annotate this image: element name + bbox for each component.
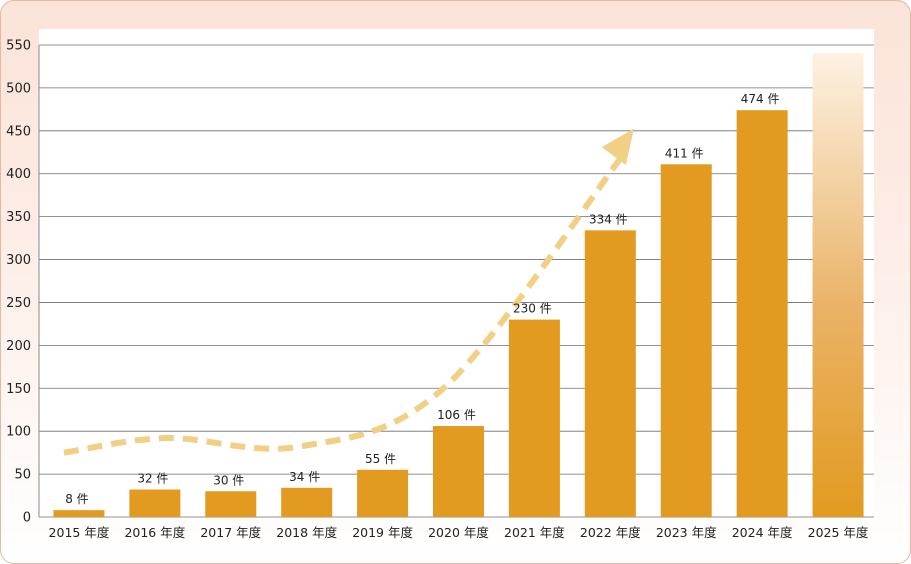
projection-bar xyxy=(812,53,864,517)
y-tick-label: 350 xyxy=(6,210,31,225)
data-label: 32 件 xyxy=(137,472,168,486)
bar xyxy=(508,319,560,517)
x-tick-label: 2025 年度 xyxy=(808,525,869,540)
x-axis: 2015 年度 2016 年度 2017 年度 2018 年度 2019 年度 2020 … xyxy=(49,525,869,540)
bar xyxy=(53,510,105,517)
x-tick-label: 2024 年度 xyxy=(732,525,793,540)
y-tick-label: 100 xyxy=(6,425,31,440)
x-tick-label: 2017 年度 xyxy=(200,525,261,540)
bar xyxy=(433,426,484,517)
y-tick-label: 400 xyxy=(6,167,31,182)
x-tick-label: 2018 年度 xyxy=(276,525,337,540)
data-label: 8 件 xyxy=(65,492,88,506)
y-tick-label: 50 xyxy=(14,468,31,483)
data-label: 474 件 xyxy=(741,92,780,106)
data-label: 30 件 xyxy=(213,473,244,487)
x-tick-label: 2015 年度 xyxy=(49,525,110,540)
bar xyxy=(660,164,712,517)
bar xyxy=(205,491,257,517)
bar xyxy=(584,230,636,517)
data-label: 230 件 xyxy=(513,302,552,316)
y-tick-label: 250 xyxy=(6,296,31,311)
y-tick-label: 0 xyxy=(23,511,31,526)
x-tick-label: 2021 年度 xyxy=(504,525,565,540)
y-tick-label: 450 xyxy=(6,124,31,139)
y-tick-label: 500 xyxy=(6,81,31,96)
data-label: 106 件 xyxy=(437,408,476,422)
trend-arrow-head xyxy=(601,128,634,165)
y-tick-label: 550 xyxy=(6,39,31,54)
data-label: 334 件 xyxy=(589,212,628,226)
trend-arrow xyxy=(63,128,634,456)
bar xyxy=(129,489,181,517)
y-tick-label: 150 xyxy=(6,382,31,397)
bar xyxy=(736,110,788,518)
y-axis: 0 50 100 150 200 250 300 350 400 450 500 550 xyxy=(6,39,40,526)
x-tick-label: 2019 年度 xyxy=(352,525,413,540)
bar xyxy=(281,487,333,517)
data-labels: 8 件 32 件 30 件 34 件 55 件 106 件 230 件 334 件 411 件 4… xyxy=(65,92,779,506)
bars xyxy=(53,53,864,518)
x-tick-label: 2023 年度 xyxy=(656,525,717,540)
x-tick-label: 2022 年度 xyxy=(580,525,641,540)
x-tick-label: 2016 年度 xyxy=(124,525,185,540)
bar xyxy=(357,469,409,517)
y-tick-label: 200 xyxy=(6,339,31,354)
data-label: 34 件 xyxy=(289,470,320,484)
y-tick-label: 300 xyxy=(6,253,31,268)
x-tick-label: 2020 年度 xyxy=(428,525,489,540)
data-label: 55 件 xyxy=(365,452,396,466)
data-label: 411 件 xyxy=(665,146,704,160)
trend-arrow-line xyxy=(63,154,625,456)
